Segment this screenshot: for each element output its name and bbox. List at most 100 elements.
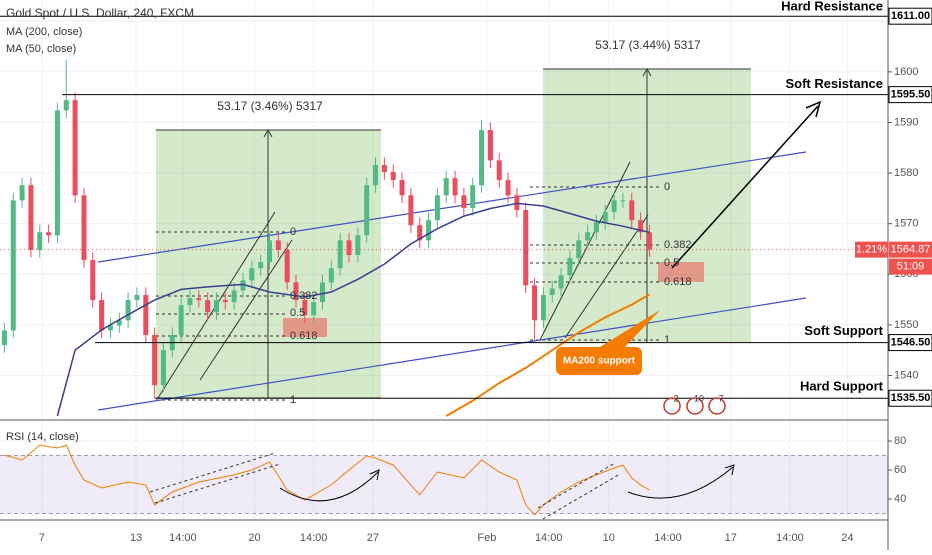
arrow-head bbox=[724, 464, 735, 476]
candle-body bbox=[567, 258, 573, 276]
event-count: 7 bbox=[718, 393, 723, 403]
level-label: Soft Resistance bbox=[785, 76, 883, 91]
candle-body bbox=[160, 350, 166, 386]
event-icon bbox=[663, 397, 681, 415]
candle-body bbox=[107, 325, 113, 331]
candle-body bbox=[355, 235, 361, 256]
candle-body bbox=[187, 298, 193, 306]
x-tick-label: 14:00 bbox=[300, 532, 328, 544]
fib-label: 0.382 bbox=[290, 290, 318, 302]
candle-body bbox=[293, 282, 299, 301]
level-axis-box bbox=[888, 7, 932, 25]
candle-body bbox=[178, 305, 184, 335]
projection-arrow bbox=[671, 105, 819, 269]
fib-label: 0.5 bbox=[290, 307, 305, 319]
candle-body bbox=[99, 300, 105, 331]
event-icon bbox=[708, 397, 726, 415]
y-tick-label: 60 bbox=[894, 464, 906, 476]
candle-body bbox=[46, 232, 52, 236]
candle-body bbox=[549, 288, 555, 296]
y-tick-label: 1580 bbox=[894, 167, 918, 179]
candle-body bbox=[593, 222, 599, 233]
candle-body bbox=[576, 240, 582, 259]
rsi-trend bbox=[149, 452, 276, 493]
level-axis-label: 1595.50 bbox=[891, 89, 931, 101]
candle-body bbox=[54, 110, 60, 236]
candle-body bbox=[1, 330, 7, 346]
candle-body bbox=[196, 298, 202, 301]
candle-body bbox=[452, 178, 458, 196]
x-tick-label: 14:00 bbox=[169, 532, 197, 544]
fib-lines bbox=[156, 186, 662, 401]
candle-body bbox=[37, 232, 43, 250]
rsi-channels bbox=[149, 452, 621, 520]
candle-body bbox=[266, 240, 272, 263]
candle-body bbox=[470, 185, 476, 208]
candle-body bbox=[602, 212, 608, 223]
candle-body bbox=[81, 195, 87, 261]
level-axis-label: 1611.00 bbox=[891, 10, 930, 22]
candle-body bbox=[213, 300, 219, 313]
level-axis-box bbox=[888, 334, 932, 352]
level-label: Hard Resistance bbox=[781, 0, 883, 14]
level-label: Soft Support bbox=[804, 323, 883, 338]
candle-body bbox=[63, 100, 69, 111]
chart-title: Gold Spot / U.S. Dollar, 240, FXCM bbox=[6, 6, 194, 20]
arrow-head bbox=[642, 67, 652, 77]
candle-body bbox=[231, 290, 237, 303]
measure-label: 53.17 (3.46%) 5317 bbox=[217, 99, 323, 113]
fib-label: 1 bbox=[664, 334, 670, 346]
measure-label: 53.17 (3.44%) 5317 bbox=[595, 38, 701, 52]
candle-body bbox=[487, 130, 493, 161]
arrow-head bbox=[263, 128, 273, 138]
candle-body bbox=[417, 225, 423, 241]
candle-body bbox=[346, 240, 352, 256]
rsi-trend bbox=[154, 463, 281, 504]
rsi-title: RSI (14, close) bbox=[6, 431, 79, 443]
candle-body bbox=[505, 180, 511, 196]
change-box bbox=[855, 241, 888, 258]
candle-body bbox=[205, 300, 211, 313]
candle-body bbox=[90, 260, 96, 301]
candle-body bbox=[125, 300, 131, 321]
candle-body bbox=[523, 210, 529, 286]
candle-body bbox=[629, 200, 635, 221]
candle-body bbox=[381, 164, 387, 173]
y-tick-label: 1590 bbox=[894, 116, 918, 128]
legend-entry: MA (200, close) bbox=[6, 26, 82, 38]
change-label: 1.21% bbox=[856, 244, 887, 256]
candle-body bbox=[399, 180, 405, 196]
x-tick-label: 14:00 bbox=[654, 532, 682, 544]
candle-body bbox=[152, 334, 158, 386]
callout-box bbox=[556, 347, 642, 375]
fib-label: 0 bbox=[664, 181, 670, 193]
marks bbox=[0, 15, 888, 516]
y-tick-label: 1600 bbox=[894, 66, 918, 78]
event-count: 10 bbox=[694, 393, 704, 403]
candle-body bbox=[540, 295, 546, 321]
drawings-front: MA200 support 53.17 (3.46%) 5317 53.17 (… bbox=[149, 38, 822, 520]
candle-body bbox=[364, 185, 370, 236]
fib-label: 0.618 bbox=[290, 330, 318, 342]
callout-pointer bbox=[600, 310, 660, 347]
candle-body bbox=[222, 300, 228, 303]
moving-average bbox=[445, 293, 650, 417]
candle-body bbox=[426, 220, 432, 241]
x-tick-label: 27 bbox=[367, 532, 379, 544]
grid bbox=[0, 0, 888, 520]
rsi-line bbox=[4, 444, 650, 516]
x-tick-label: 7 bbox=[39, 532, 45, 544]
candle-body bbox=[320, 282, 326, 303]
candle-body bbox=[496, 160, 502, 181]
candle-body bbox=[284, 249, 290, 283]
candle-body bbox=[461, 195, 467, 208]
candle-body bbox=[143, 295, 149, 335]
candle-body bbox=[258, 262, 264, 269]
overlay: 7 13 14:00 20 14:00 27 Feb 14:00 10 14:00 17 14:00 2… bbox=[39, 0, 932, 544]
x-tick-label: 24 bbox=[841, 532, 853, 544]
candle-body bbox=[249, 268, 255, 281]
target-zone bbox=[283, 318, 327, 337]
candle-body bbox=[558, 275, 564, 289]
last-price-label: 1564.87 bbox=[891, 244, 931, 256]
